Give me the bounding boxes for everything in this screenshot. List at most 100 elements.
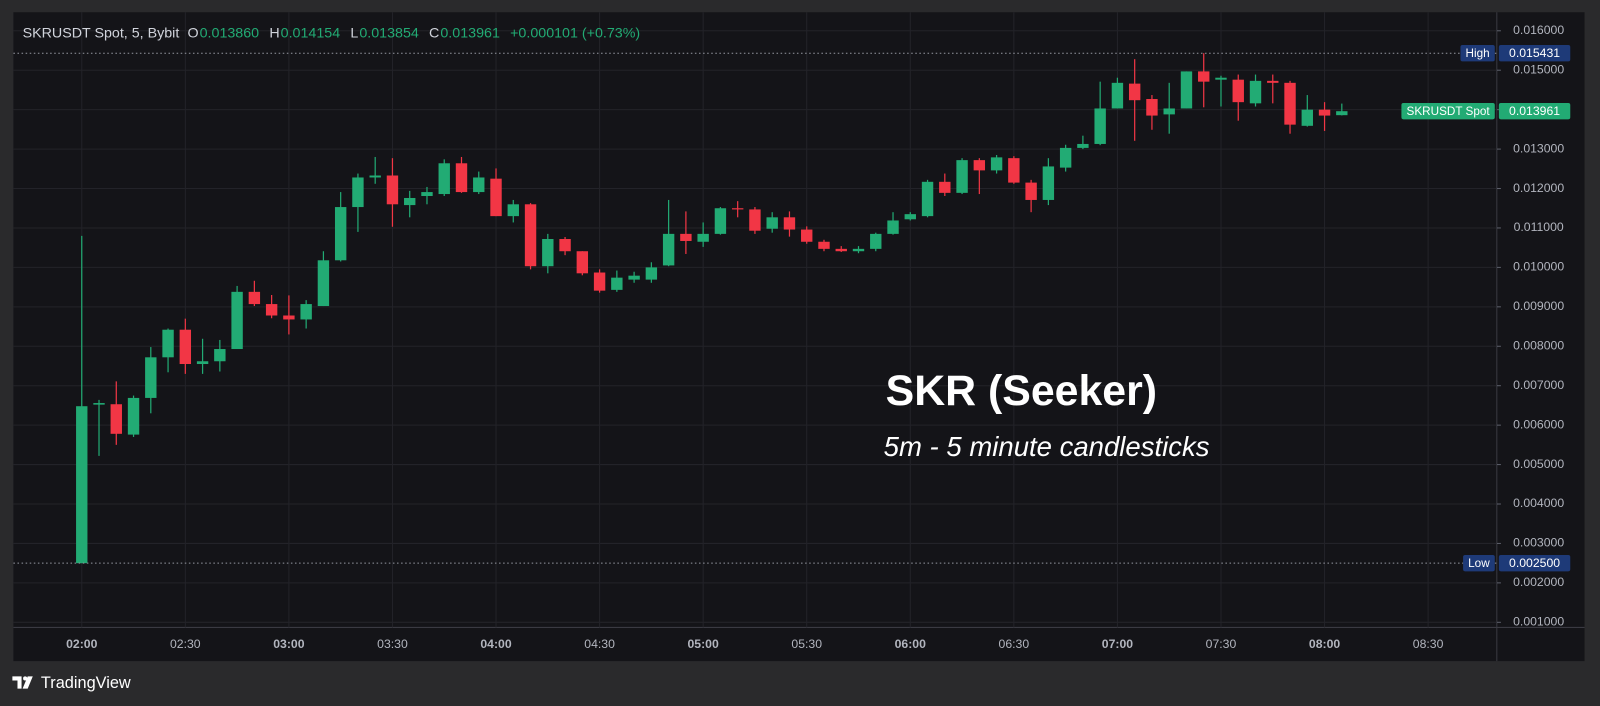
x-tick-label: 06:30 <box>999 637 1030 651</box>
x-tick-label: 05:30 <box>791 637 822 651</box>
candle-body <box>248 291 261 305</box>
candle-body <box>628 275 640 280</box>
y-tick-label: 0.012000 <box>1513 181 1564 195</box>
price-marker-name: Low <box>1468 557 1490 570</box>
candle-body <box>473 177 485 193</box>
price-value-label: 0.013961 <box>1509 104 1560 118</box>
brand-logo <box>12 676 33 689</box>
symbol: SKRUSDT Spot, 5, Bybit <box>23 25 180 41</box>
ohlc-label: O <box>187 25 198 41</box>
candle-body <box>1042 166 1055 200</box>
brand-name: TradingView <box>41 674 131 692</box>
y-tick-label: 0.016000 <box>1513 23 1564 37</box>
x-tick-label: 07:00 <box>1102 637 1133 651</box>
candle-body <box>386 175 399 205</box>
candle-body <box>542 238 554 267</box>
y-tick-label: 0.010000 <box>1513 260 1564 274</box>
candle-body <box>852 248 865 252</box>
candle-body <box>1025 182 1037 200</box>
candle-body <box>196 361 209 365</box>
candle-body <box>421 192 433 197</box>
chart-subtitle: 5m - 5 minute candlesticks <box>884 431 1210 462</box>
candle-body <box>1163 108 1175 115</box>
candle-body <box>1146 99 1158 116</box>
candle-body <box>973 160 986 171</box>
candle-body <box>265 304 278 316</box>
y-tick-label: 0.006000 <box>1513 417 1564 431</box>
y-tick-label: 0.013000 <box>1513 141 1564 155</box>
candle-body <box>1077 143 1089 148</box>
candle-body <box>990 157 1003 171</box>
candle-body <box>524 204 537 267</box>
price-name-box <box>1463 554 1495 572</box>
candle-body <box>1301 109 1313 126</box>
candle-body <box>214 349 226 362</box>
candle-body <box>1232 79 1244 103</box>
candle-body <box>334 207 347 261</box>
ohlc-value: 0.013854 <box>359 25 419 41</box>
candle-body <box>352 177 364 208</box>
candle-body <box>1267 80 1279 83</box>
candle-body <box>783 217 796 230</box>
candle-body <box>1249 80 1262 104</box>
price-value-box <box>1498 554 1571 572</box>
candle-body <box>1215 77 1227 80</box>
price-value-label: 0.002500 <box>1509 556 1560 570</box>
x-tick-label: 03:00 <box>273 637 304 651</box>
candle-body <box>231 291 243 350</box>
price-marker-name: High <box>1466 47 1490 60</box>
candle-body <box>1008 158 1020 183</box>
y-tick-label: 0.011000 <box>1514 220 1564 234</box>
x-tick-label: 08:30 <box>1413 637 1444 651</box>
candle-body <box>593 272 606 291</box>
x-tick-label: 02:00 <box>66 637 97 651</box>
price-name-box <box>1401 103 1495 120</box>
ohlc-value: 0.014154 <box>281 25 341 41</box>
candle-body <box>1111 82 1124 109</box>
candle-body <box>645 267 658 280</box>
candle-body <box>818 241 830 249</box>
candle-body <box>1336 111 1348 116</box>
candle-body <box>1128 83 1141 101</box>
candle-body <box>697 233 709 242</box>
chart-title: SKR (Seeker) <box>886 367 1157 415</box>
candle-body <box>801 229 813 242</box>
candle-body <box>404 197 416 206</box>
y-tick-label: 0.007000 <box>1513 378 1564 392</box>
candle-body <box>145 357 157 398</box>
candle-body <box>766 217 778 229</box>
candle-body <box>835 248 847 252</box>
y-tick-label: 0.004000 <box>1513 496 1564 510</box>
candle-body <box>1318 109 1331 116</box>
x-tick-label: 04:00 <box>480 637 511 651</box>
candle-body <box>110 404 122 434</box>
candle-body <box>179 329 192 365</box>
y-tick-label: 0.015000 <box>1513 62 1564 76</box>
y-tick-label: 0.003000 <box>1513 536 1564 550</box>
x-tick-label: 06:00 <box>895 637 926 651</box>
y-tick-label: 0.009000 <box>1513 299 1564 313</box>
x-tick-label: 08:00 <box>1309 637 1340 651</box>
candle-body <box>1059 147 1072 168</box>
x-tick-label: 02:30 <box>170 637 201 651</box>
candle-body <box>283 315 295 320</box>
candle-body <box>127 397 140 435</box>
price-value-box <box>1498 45 1571 62</box>
candle-body <box>162 329 174 358</box>
candle-body <box>369 175 381 178</box>
candle-body <box>680 233 692 241</box>
candle-body <box>731 208 744 210</box>
y-tick-label: 0.002000 <box>1513 575 1564 589</box>
candle-body <box>455 163 468 193</box>
ohlc-label: H <box>269 25 279 41</box>
candle-body <box>300 304 312 320</box>
price-name-box <box>1460 45 1495 62</box>
candle-body <box>939 181 951 193</box>
ohlc-value: 0.013961 <box>440 25 500 41</box>
x-tick-label: 05:00 <box>688 637 719 651</box>
candle-body <box>749 209 761 231</box>
candle-body <box>870 233 882 249</box>
candle-body <box>438 163 450 195</box>
x-tick-label: 03:30 <box>377 637 408 651</box>
